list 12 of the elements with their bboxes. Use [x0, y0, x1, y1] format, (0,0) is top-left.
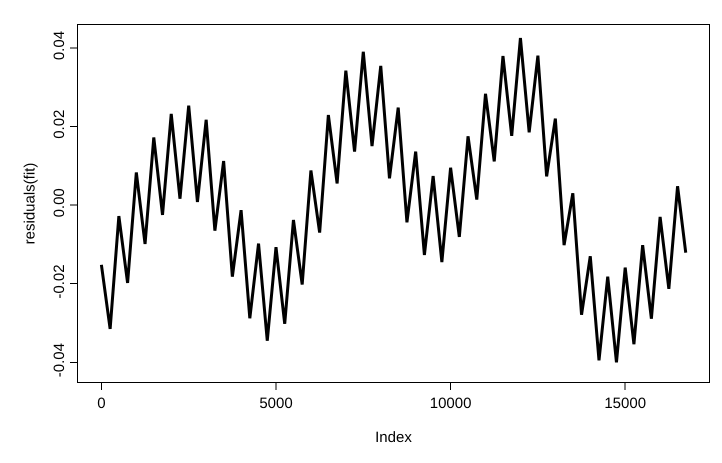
y-tick-label: 0.02	[51, 110, 68, 139]
x-tick-label: 5000	[259, 395, 293, 412]
y-tick-label: -0.02	[51, 264, 68, 299]
y-tick-label: -0.04	[51, 342, 68, 378]
line-series	[100, 36, 688, 364]
y-axis-title: residuals(fit)	[21, 162, 38, 244]
x-axis-title: Index	[375, 429, 412, 446]
x-tick-label: 15000	[604, 395, 646, 412]
x-tick-label: 0	[97, 395, 106, 412]
y-tick-label: 0.00	[51, 188, 68, 218]
y-tick-label: 0.04	[51, 30, 68, 60]
x-tick-label: 10000	[430, 395, 472, 412]
